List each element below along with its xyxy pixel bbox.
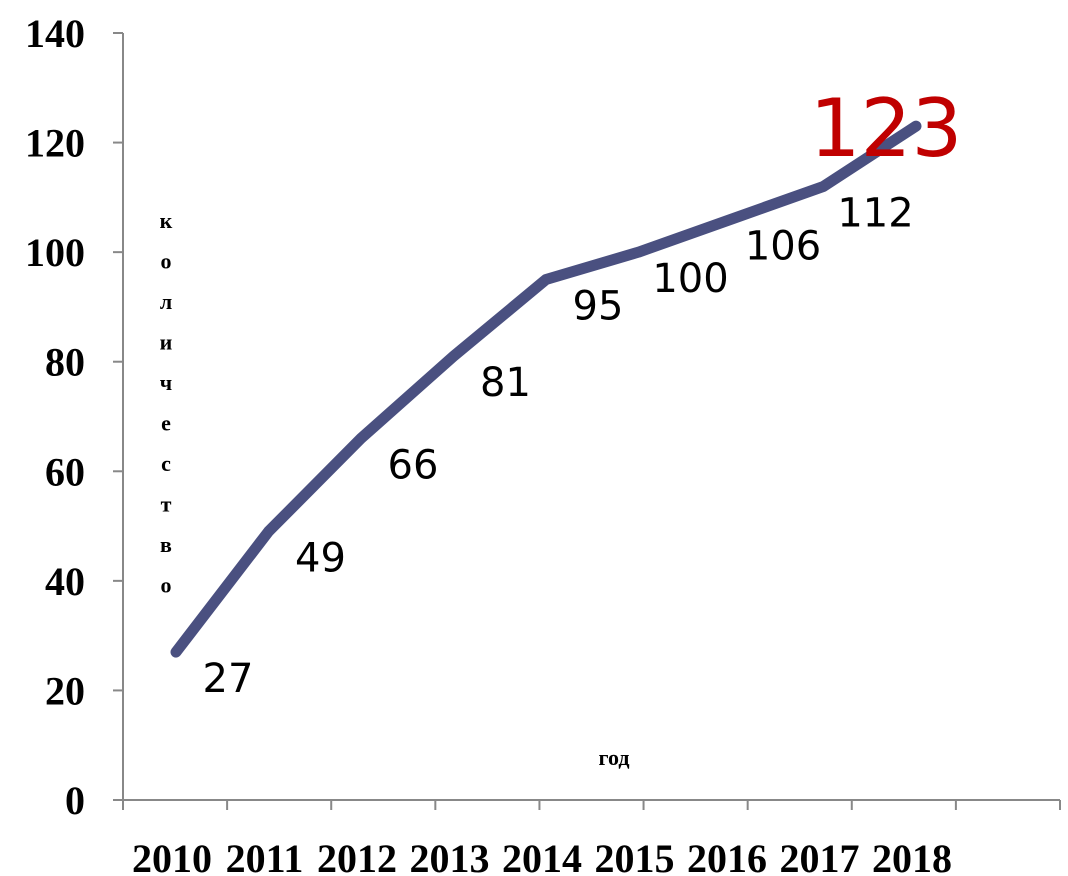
x-tick-label: 2014 [502,836,582,876]
data-labels: 27 49 66 81 95 100 106 112 123 [203,82,963,702]
y-axis-title-letter: ч [160,370,172,395]
y-tick-label: 120 [25,121,85,166]
x-tick-label: 2010 [132,836,212,876]
y-axis-title-letter: л [160,289,172,314]
data-label: 95 [573,284,624,330]
data-label: 100 [652,256,728,302]
y-axis-title-letter: к [160,208,173,233]
x-tick-label: 2018 [872,836,952,876]
y-axis-title-letter: с [161,451,171,476]
y-tick-label: 60 [45,449,85,494]
x-axis-title: год [599,745,630,770]
data-label-highlight: 123 [810,82,963,175]
y-axis-title-letter: и [160,330,173,355]
y-tick-label: 80 [45,340,85,385]
data-label: 112 [837,190,913,236]
y-tick-label: 140 [25,11,85,56]
y-tick-label: 40 [45,559,85,604]
x-axis: 2010 2011 2012 2013 2014 2015 2016 2017 2018 [122,799,1061,876]
y-axis: 0 20 40 60 80 100 120 140 [25,11,124,823]
data-label: 49 [295,536,346,582]
x-tick-label: 2012 [317,836,397,876]
data-label: 66 [388,442,439,488]
series-line [170,120,922,658]
x-tick-label: 2017 [780,836,860,876]
data-label: 27 [203,656,254,702]
y-tick-label: 20 [45,668,85,713]
x-tick-label: 2015 [595,836,675,876]
x-tick-label: 2016 [687,836,767,876]
y-axis-title-letter: о [161,249,172,274]
y-axis-title-letter: в [160,532,172,557]
y-axis-title-letter: е [161,411,171,436]
x-tick-label: 2011 [226,836,304,876]
y-axis-title-letter: т [161,492,172,517]
data-label: 106 [745,223,821,269]
y-tick-label: 100 [25,230,85,275]
data-label: 81 [480,360,531,406]
y-tick-label: 0 [65,778,85,823]
x-tick-label: 2013 [410,836,490,876]
y-axis-title-letter: о [161,573,172,598]
series-line-group [170,120,922,658]
